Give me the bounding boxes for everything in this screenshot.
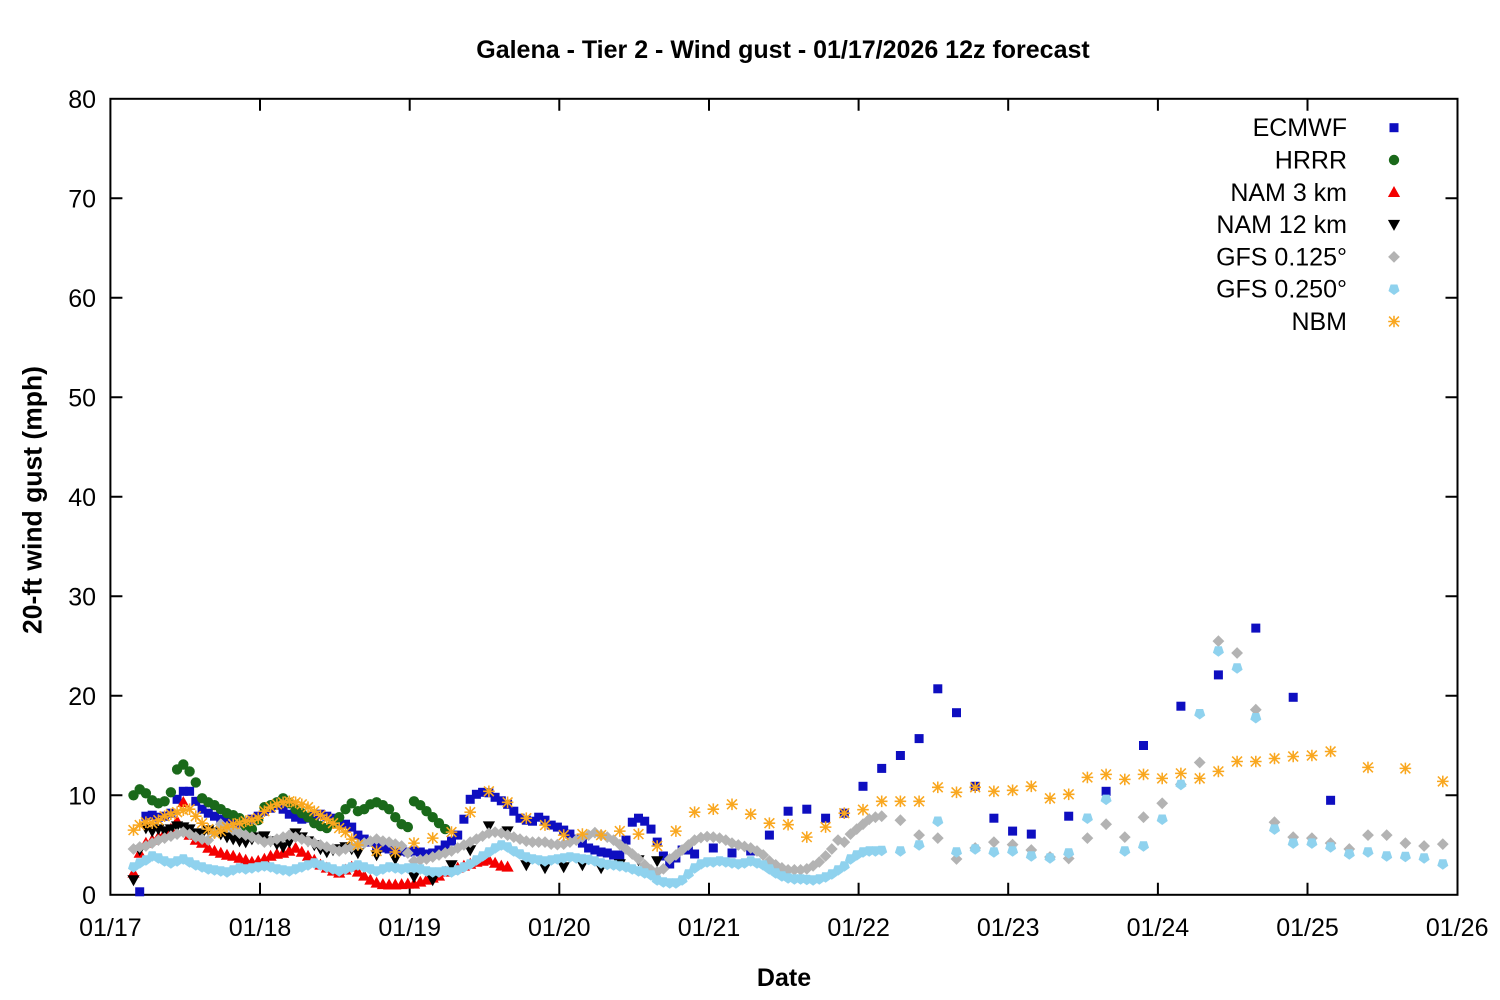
svg-text:01/20: 01/20: [528, 914, 591, 942]
svg-text:ECMWF: ECMWF: [1253, 114, 1347, 142]
svg-text:HRRR: HRRR: [1275, 147, 1347, 175]
svg-text:60: 60: [68, 285, 96, 313]
svg-text:01/21: 01/21: [678, 914, 741, 942]
svg-text:50: 50: [68, 384, 96, 412]
svg-text:01/17: 01/17: [79, 914, 142, 942]
svg-text:NAM 3 km: NAM 3 km: [1230, 179, 1347, 207]
svg-text:01/25: 01/25: [1276, 914, 1339, 942]
svg-text:01/19: 01/19: [378, 914, 441, 942]
svg-text:01/22: 01/22: [827, 914, 890, 942]
svg-text:40: 40: [68, 484, 96, 512]
svg-text:01/23: 01/23: [977, 914, 1040, 942]
svg-text:20-ft wind gust (mph): 20-ft wind gust (mph): [18, 366, 48, 634]
svg-text:80: 80: [68, 86, 96, 114]
svg-text:GFS 0.125°: GFS 0.125°: [1216, 243, 1347, 271]
svg-text:0: 0: [82, 882, 96, 910]
svg-text:Date: Date: [757, 964, 811, 992]
svg-text:NBM: NBM: [1291, 308, 1347, 336]
svg-text:Galena - Tier 2 - Wind gust -: Galena - Tier 2 - Wind gust - 01/17/2026…: [476, 36, 1090, 64]
svg-text:70: 70: [68, 185, 96, 213]
svg-text:GFS 0.250°: GFS 0.250°: [1216, 276, 1347, 304]
svg-text:01/18: 01/18: [229, 914, 292, 942]
svg-text:01/26: 01/26: [1426, 914, 1489, 942]
svg-text:20: 20: [68, 683, 96, 711]
svg-text:NAM 12 km: NAM 12 km: [1216, 211, 1347, 239]
svg-text:30: 30: [68, 583, 96, 611]
svg-text:10: 10: [68, 782, 96, 810]
svg-text:01/24: 01/24: [1127, 914, 1190, 942]
